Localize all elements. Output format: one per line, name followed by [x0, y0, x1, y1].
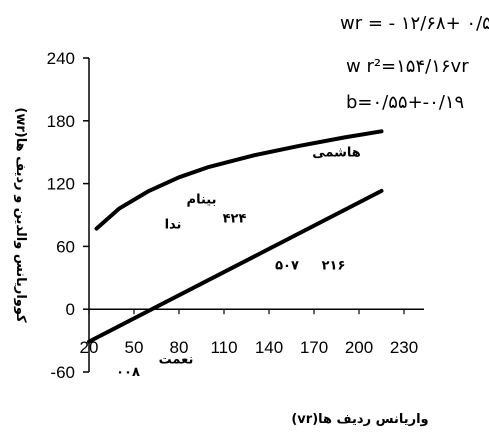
x-tick-label: 140 [255, 338, 283, 357]
point-label: ندا [165, 218, 182, 233]
point-label: بینام [187, 192, 217, 207]
point-label: ۲۱۶ [322, 258, 346, 273]
point-label: هاشمی [312, 145, 361, 160]
x-tick-label: 20 [80, 338, 99, 357]
x-tick-label: 110 [210, 338, 237, 357]
equation-1: wr = - ۱۲/۶۸+ ۰/۵۵vr [340, 13, 489, 34]
y-tick-label: 60 [56, 237, 75, 256]
x-tick-label: 80 [170, 338, 189, 357]
equation-2: w r²=۱۵۴/۱۶vr [346, 56, 469, 77]
x-tick-label: 170 [300, 338, 328, 357]
x-axis-title: واریانس ردیف ها(vr) [291, 412, 428, 427]
point-label: ۰۰۸ [116, 365, 140, 380]
y-tick-label: -60 [50, 363, 75, 382]
x-tick-label: 50 [125, 338, 144, 357]
y-tick-label: 0 [66, 300, 75, 319]
x-tick-label: 200 [345, 338, 373, 357]
equation-3: b=۰/۵۵+-۰/۱۹ [346, 92, 464, 113]
y-tick-label: 180 [47, 112, 75, 131]
x-tick-label: 230 [390, 338, 418, 357]
y-tick-label: 240 [47, 49, 75, 68]
series-line-parabola [94, 129, 384, 231]
series-line-regression [87, 188, 384, 344]
point-label: نعمت [159, 353, 194, 368]
y-axis-title: کوواریانس والدین و ردیف ها(wr) [13, 107, 28, 323]
point-label: ۴۲۴ [223, 211, 247, 226]
y-tick-label: 120 [47, 175, 75, 194]
point-label: ۵۰۷ [275, 258, 299, 273]
